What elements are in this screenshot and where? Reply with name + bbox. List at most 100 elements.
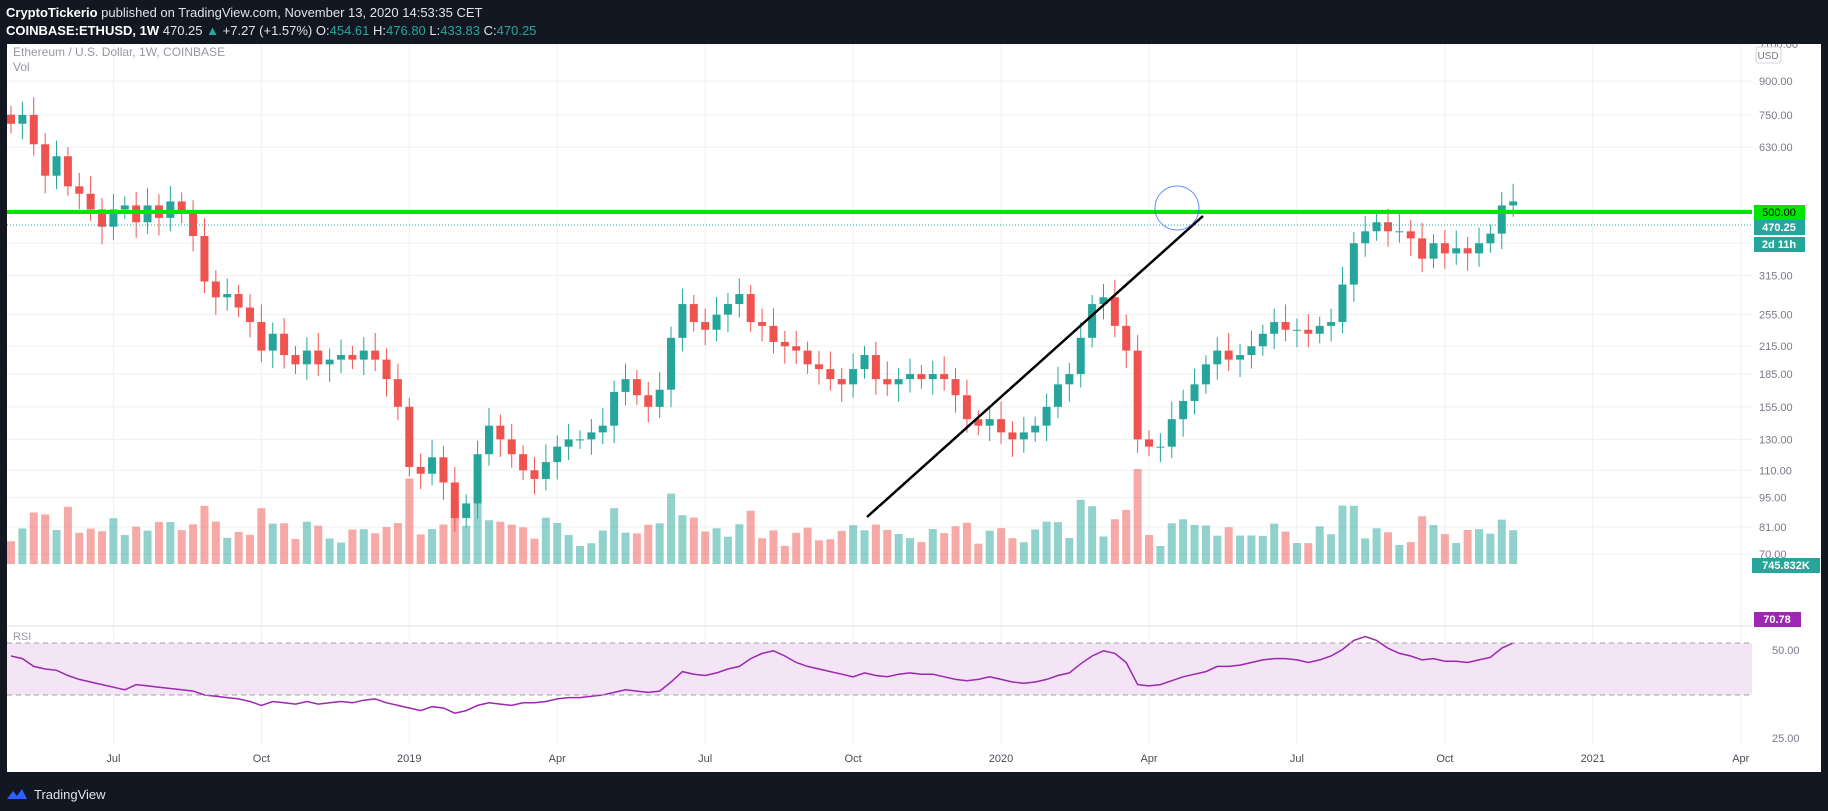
low-value: 433.83	[440, 23, 481, 38]
volume-bar	[1110, 519, 1119, 564]
candle-body	[337, 355, 346, 360]
volume-bar	[1292, 543, 1301, 564]
candle-body	[587, 432, 596, 440]
candle-body	[1292, 329, 1301, 331]
target-circle[interactable]	[1154, 185, 1200, 231]
volume-bar	[894, 533, 903, 564]
rsi-tick-25: 25.00	[1772, 733, 1800, 745]
volume-bar	[1019, 542, 1028, 564]
volume-bar	[928, 529, 937, 564]
high-label: H:	[373, 23, 387, 38]
candle-body	[302, 350, 311, 365]
time-tick-label: Oct	[845, 753, 862, 765]
candle-body	[701, 322, 710, 330]
volume-bar	[507, 524, 516, 564]
volume-bar	[200, 505, 209, 564]
volume-bar	[814, 540, 823, 564]
volume-bar	[302, 521, 311, 564]
volume-bar	[997, 528, 1006, 564]
candle-body	[348, 355, 357, 360]
tradingview-logo-icon[interactable]	[6, 787, 28, 801]
author-name[interactable]: CryptoTickerio	[6, 5, 98, 20]
price-chart[interactable]: JulOct2019AprJulOct2020AprJulOct2021AprJ…	[7, 39, 1821, 772]
volume-bar	[371, 533, 380, 564]
last-price-tag	[1754, 220, 1805, 235]
last-price-label: 470.25	[1762, 222, 1796, 234]
volume-bar	[951, 526, 960, 564]
volume-bar	[530, 538, 539, 564]
candle-body	[894, 379, 903, 385]
volume-bar	[644, 524, 653, 564]
candle-body	[177, 201, 186, 214]
candle-body	[268, 333, 277, 351]
candle-body	[871, 355, 880, 380]
volume-bar	[610, 508, 619, 564]
volume-bar	[1440, 534, 1449, 564]
trend-line[interactable]	[866, 215, 1204, 518]
volume-bar	[883, 529, 892, 564]
time-tick-label: Apr	[1140, 753, 1157, 765]
volume-bar	[132, 526, 141, 564]
time-tick-label: Jul	[1290, 753, 1304, 765]
resistance-price-tag	[1754, 205, 1805, 220]
chart-area[interactable]: JulOct2019AprJulOct2020AprJulOct2021AprJ…	[7, 39, 1821, 777]
candle-body	[1122, 325, 1131, 351]
volume-bar	[1372, 528, 1381, 564]
candle-body	[1031, 425, 1040, 433]
volume-bar	[1088, 506, 1097, 564]
volume-bar	[154, 521, 163, 564]
candle-body	[1167, 419, 1176, 447]
candle-body	[541, 462, 550, 479]
candle-body	[689, 304, 698, 323]
volume-bar	[1145, 534, 1153, 564]
candle-body	[29, 114, 38, 145]
candle-body	[598, 425, 607, 433]
volume-bar	[985, 530, 994, 564]
volume-bar	[587, 543, 596, 564]
candle-body	[1224, 350, 1233, 360]
candle-body	[860, 355, 869, 370]
volume-bar	[541, 517, 550, 564]
volume-bar	[280, 523, 289, 564]
volume-bar	[860, 530, 869, 564]
volume-bar	[1008, 538, 1017, 564]
candles	[7, 97, 1518, 532]
candle-body	[325, 359, 334, 365]
volume-legend: Vol	[13, 60, 30, 74]
volume-bar	[553, 522, 562, 564]
volume-bar	[1281, 531, 1290, 564]
candle-body	[382, 359, 391, 380]
candle-body	[439, 457, 448, 483]
volume-bar	[450, 501, 459, 564]
chart-header: CryptoTickerio published on TradingView.…	[6, 4, 536, 40]
volume-bar	[393, 523, 402, 564]
price-tick-label: 215.00	[1759, 341, 1793, 353]
high-value: 476.80	[386, 23, 426, 38]
candle-body	[1315, 325, 1324, 334]
volume-bar	[1224, 527, 1233, 564]
candle-body	[1372, 222, 1381, 232]
candle-body	[393, 379, 402, 407]
volume-bar	[667, 493, 676, 564]
currency-badge[interactable]	[1755, 46, 1782, 64]
volume-bar	[1338, 505, 1347, 564]
ohlc-line: COINBASE:ETHUSD, 1W 470.25 ▲ +7.27 (+1.5…	[6, 22, 536, 40]
candle-body	[1429, 243, 1438, 259]
volume-bar	[1418, 516, 1427, 564]
candle-body	[473, 454, 482, 504]
brand-name[interactable]: TradingView	[34, 786, 106, 802]
candle-body	[1133, 350, 1142, 440]
volume-bar	[1452, 542, 1461, 564]
candle-body	[1338, 284, 1347, 323]
volume-bar	[1509, 530, 1518, 564]
candle-body	[1110, 297, 1119, 326]
volume-bar	[1099, 536, 1108, 564]
rsi-line	[10, 635, 1514, 714]
volume-bar	[416, 534, 425, 564]
time-tick-label: Oct	[253, 753, 270, 765]
last-price: 470.25	[162, 23, 203, 38]
candle-body	[723, 304, 732, 315]
time-axis[interactable]: JulOct2019AprJulOct2020AprJulOct2021AprJ…	[106, 753, 1821, 765]
volume-bar	[712, 528, 721, 564]
volume-bar	[792, 532, 801, 564]
